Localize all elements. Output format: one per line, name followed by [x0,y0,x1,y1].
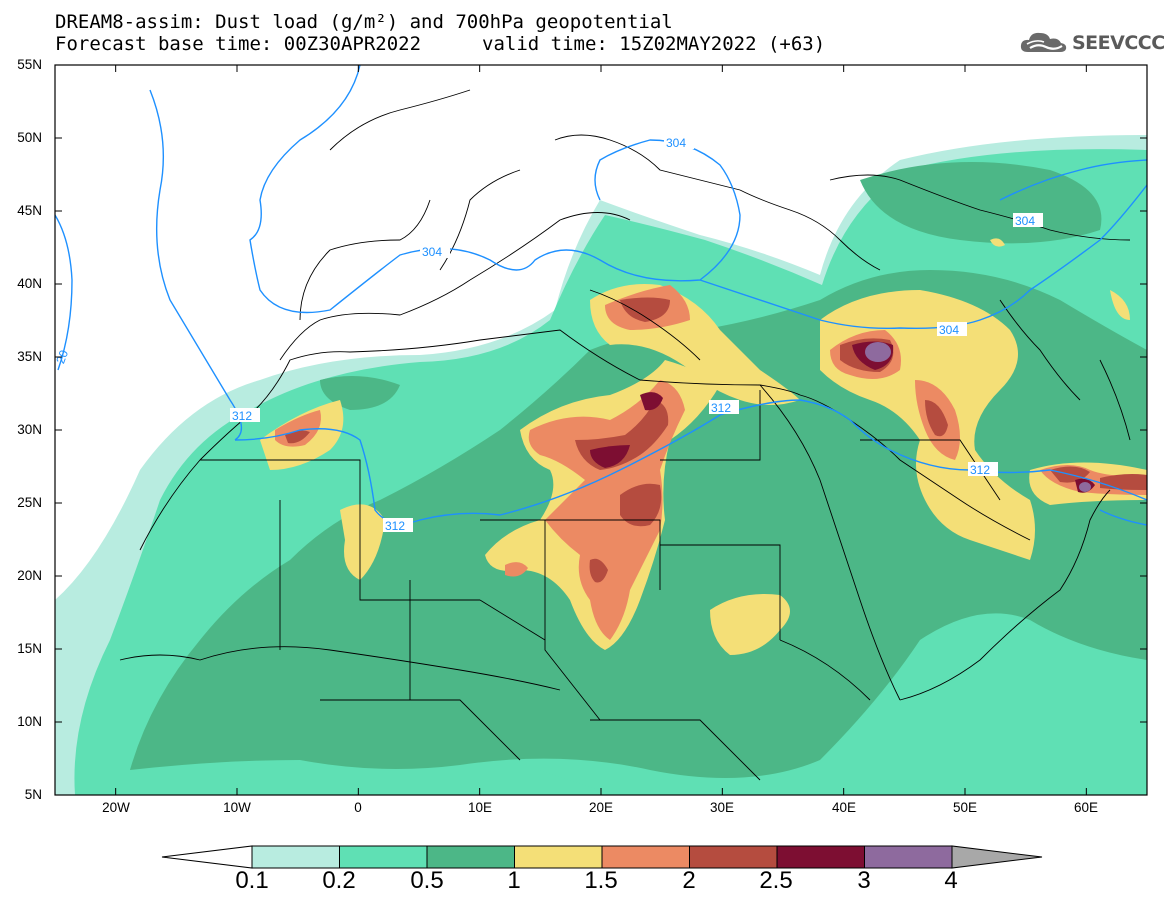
forecast-base-time: Forecast base time: 00Z30APR2022 [55,33,422,55]
colorbar-swatch [601,845,690,869]
lon-label: 40E [831,800,857,815]
colorbar-swatch [251,845,340,869]
colorbar [161,845,1043,869]
lon-label: 60E [1073,800,1099,815]
logo-text: SEEVCCC [1072,32,1165,54]
lat-label: 35N [17,349,42,364]
colorbar-swatch [776,845,865,869]
colorbar-label: 0.1 [235,867,269,894]
lat-label: 25N [17,495,42,510]
contour-label: 20 [53,348,71,366]
map-title: DREAM8-assim: Dust load (g/m²) and 700hP… [55,11,673,33]
colorbar-label: 2.5 [759,867,793,894]
contour-label: 304 [939,323,959,337]
colorbar-swatch [514,845,603,869]
lat-label: 40N [17,276,42,291]
colorbar-over-arrow [951,845,1043,869]
axis-ticks [55,65,1147,795]
contour-label: 304 [422,245,442,259]
colorbar-label: 3 [857,867,871,894]
lat-label: 5N [24,787,42,802]
lat-label: 45N [17,203,42,218]
lat-label: 55N [17,57,42,72]
lon-label: 0 [354,800,362,815]
lon-label: 20W [102,800,130,815]
colorbar-swatch [426,845,515,869]
colorbar-under-arrow [161,845,253,869]
lat-label: 10N [17,714,42,729]
coastlines-borders [119,89,1131,781]
colorbar-label: 0.5 [410,867,444,894]
contour-label: 304 [666,136,686,150]
lat-label: 15N [17,641,42,656]
contour-label: 304 [1015,214,1035,228]
lat-label: 20N [17,568,42,583]
lon-label: 20E [588,800,614,815]
lat-label: 30N [17,422,42,437]
contour-label: 312 [232,409,252,423]
lon-label: 10W [223,800,251,815]
colorbar-swatch [689,845,778,869]
lon-label: 10E [467,800,493,815]
lon-label: 50E [952,800,978,815]
dust-fill-layer-3 [865,342,1091,492]
contour-label: 312 [970,463,990,477]
cloud-icon [1020,32,1067,52]
colorbar-label: 4 [944,867,958,894]
lat-label: 50N [17,130,42,145]
contour-labels: 304 304 304 304 312 312 312 312 20 [53,135,1043,533]
colorbar-label: 1 [507,867,521,894]
colorbar-label: 1.5 [584,867,618,894]
map-canvas: 304 304 304 304 312 312 312 312 20 [53,65,1147,795]
contour-label: 312 [385,519,405,533]
lon-label: 30E [709,800,735,815]
contour-label: 312 [711,401,731,415]
colorbar-label: 2 [682,867,696,894]
seevccc-logo: SEEVCCC [1018,28,1165,56]
colorbar-swatch [864,845,953,869]
valid-time: valid time: 15Z02MAY2022 (+63) [482,33,826,55]
colorbar-swatch [339,845,428,869]
colorbar-label: 0.2 [322,867,356,894]
